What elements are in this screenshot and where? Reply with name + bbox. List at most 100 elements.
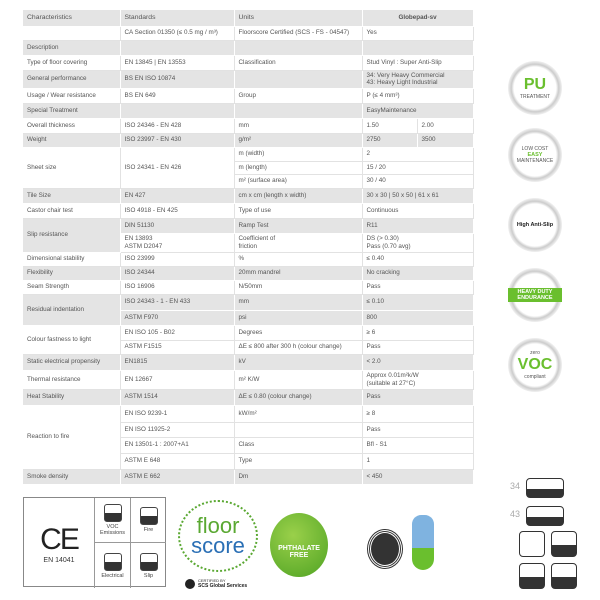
high-anti-slip-badge: High Anti-Slip <box>508 198 562 252</box>
table-cell <box>120 40 235 56</box>
table-cell: General performance <box>23 70 121 89</box>
table-cell: 2 <box>362 147 474 162</box>
table-row: ASTM F970 psi 800 <box>23 310 474 326</box>
table-cell: Weight <box>23 133 121 148</box>
table-cell: EN ISO 9239-1 <box>120 405 235 423</box>
table-row: EN 13893 ASTM D2047 Coefficient of fricti… <box>23 233 474 253</box>
table-cell: Dimensional stability <box>23 252 121 267</box>
table-cell: Sheet size <box>23 147 121 189</box>
table-cell <box>362 40 474 56</box>
table-cell: EN ISO 11925-2 <box>120 422 235 438</box>
table-cell: ISO 23997 - EN 430 <box>120 133 235 148</box>
table-cell: ≥ 6 <box>362 325 474 341</box>
table-cell: EN1815 <box>120 354 235 371</box>
commercial-class-icon <box>526 478 564 498</box>
slip-label: Slip <box>143 572 154 579</box>
table-row: Reaction to fire EN ISO 9239-1 kW/m² ≥ 8 <box>23 405 474 470</box>
table-cell: g/m² <box>234 133 363 148</box>
table-cell: 30 / 40 <box>362 174 474 189</box>
table-row: m (length) 15 / 20 <box>23 161 474 175</box>
table-cell: Slip resistance <box>23 218 121 253</box>
scs-certified: CERTIFIED BY SCS Global Services <box>185 578 247 589</box>
table-cell: Thermal resistance <box>23 370 121 390</box>
scs-logo-icon <box>185 578 195 589</box>
table-cell: < 450 <box>362 469 474 485</box>
table-cell: Smoke density <box>23 469 121 485</box>
badge-sub-text: compliant <box>524 374 546 380</box>
table-cell: 34: Very Heavy Commercial 43: Heavy Ligh… <box>362 70 474 89</box>
industrial-class-icon <box>526 506 564 526</box>
table-cell: N/50mm <box>234 280 363 295</box>
usgbc-leed-logo-icon <box>367 529 403 569</box>
table-row: ASTM F1515 ΔE ≤ 800 after 300 h (colour c… <box>23 340 474 355</box>
table-cell <box>23 26 121 41</box>
table-cell: Reaction to fire <box>23 405 121 470</box>
table-cell: kV <box>234 354 363 371</box>
fire-label: Fire <box>143 527 154 533</box>
table-cell <box>120 103 235 119</box>
table-cell: ASTM 1514 <box>120 389 235 406</box>
table-cell: 2.00 <box>417 118 474 134</box>
table-cell: Type of use <box>234 203 363 219</box>
table-cell: Yes <box>362 26 474 41</box>
table-row: Slip resistance DIN 51130 Ramp Test R11 <box>23 218 474 253</box>
table-cell: 20mm mandrel <box>234 266 363 281</box>
table-cell: Floorscore Certified (SCS - FS - 04547) <box>234 26 363 41</box>
table-cell: Flexibility <box>23 266 121 281</box>
table-cell: kW/m² <box>234 405 363 423</box>
table-cell: Dm <box>234 469 363 485</box>
table-cell: ≥ 8 <box>362 405 474 423</box>
table-cell: EN 427 <box>120 188 235 204</box>
class-43-label: 43 <box>510 509 521 519</box>
table-cell: Type <box>234 453 363 470</box>
badge-top-text: zero <box>530 350 540 356</box>
table-cell: BS EN 649 <box>120 88 235 104</box>
slip-icon <box>139 552 158 571</box>
table-cell: Usage / Wear resistance <box>23 88 121 104</box>
table-cell: DIN 51130 <box>120 218 235 234</box>
table-cell: ISO 16906 <box>120 280 235 295</box>
table-cell: Globepad-sv <box>362 10 474 27</box>
table-cell: Standards <box>120 10 235 27</box>
table-row: General performance BS EN ISO 10874 34: Ve… <box>23 70 474 89</box>
table-row: Seam Strength ISO 16906 N/50mm Pass <box>23 280 474 295</box>
table-cell: DS (> 0.30) Pass (0.70 avg) <box>362 233 474 253</box>
table-cell: Special Treatment <box>23 103 121 119</box>
voc-emissions-icon <box>103 504 122 522</box>
table-cell: ISO 23999 <box>120 252 235 267</box>
table-cell: ASTM E 648 <box>120 453 235 470</box>
badge-main-text: EASY <box>527 152 543 158</box>
table-cell: P (≤ 4 mm³) <box>362 88 474 104</box>
badge-main-text: HEAVY DUTY ENDURANCE <box>508 288 562 302</box>
table-row: Tile Size EN 427 cm x cm (length x width) 3… <box>23 188 474 204</box>
table-cell: m² K/W <box>234 370 363 390</box>
table-cell: Pass <box>362 280 474 295</box>
table-cell: 3500 <box>417 133 474 148</box>
table-cell: Castor chair test <box>23 203 121 219</box>
table-cell: m (width) <box>234 147 363 162</box>
table-cell: ≤ 0.10 <box>362 294 474 311</box>
table-cell: BS EN ISO 10874 <box>120 70 235 89</box>
floorscore-score: score <box>191 533 245 558</box>
table-cell: Colour fastness to light <box>23 325 121 355</box>
table-row: Dimensional stability ISO 23999% ≤ 0.40 <box>23 252 474 267</box>
table-cell: Pass <box>362 422 474 438</box>
table-row: Heat Stability ASTM 1514 ΔE ≤ 0.80 (colour… <box>23 389 474 406</box>
phthalate-free-badge: PHTHALATE FREE <box>270 513 328 577</box>
table-cell: Tile Size <box>23 188 121 204</box>
fire-icon <box>139 507 158 525</box>
table-row: Description <box>23 40 474 56</box>
table-cell: Ramp Test <box>234 218 363 234</box>
spec-table: Characteristics Standards Units Globepad-sv… <box>23 10 474 485</box>
table-row: Special Treatment EasyMaintenance <box>23 103 474 119</box>
table-cell: EN ISO 105 - B02 <box>120 325 235 341</box>
castor-chair-icon <box>519 563 545 589</box>
table-cell: ASTM E 662 <box>120 469 235 485</box>
table-cell <box>234 103 363 119</box>
table-row: EN 13501-1 : 2007+A1 Class Bfl - S1 <box>23 437 474 454</box>
table-cell: < 2.0 <box>362 354 474 371</box>
table-cell: Approx 0.01m²k/W (suitable at 27°C) <box>362 370 474 390</box>
table-cell: cm x cm (length x width) <box>234 188 363 204</box>
table-cell: Bfl - S1 <box>362 437 474 454</box>
table-cell: 1.50 <box>362 118 418 134</box>
